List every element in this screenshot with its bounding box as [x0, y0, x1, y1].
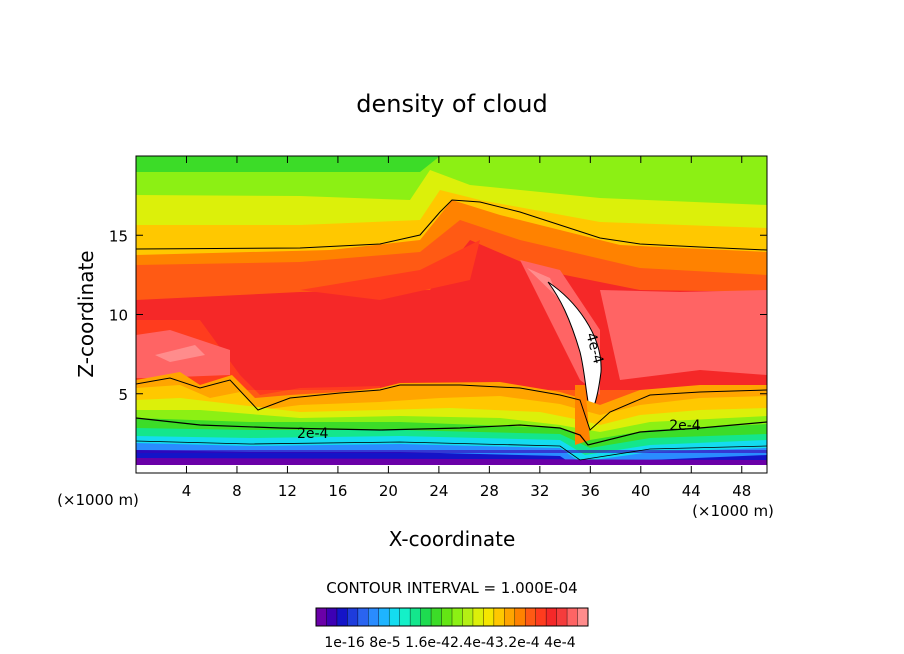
colorbar-swatch — [378, 608, 390, 626]
colorbar-swatch — [556, 608, 568, 626]
x-tick-label: 32 — [530, 482, 549, 500]
x-axis-ticks: 4 8 12 16 20 24 28 32 36 40 44 48 — [182, 156, 751, 500]
colorbar-swatch — [441, 608, 453, 626]
contour-line-upper — [136, 199, 767, 251]
x-tick-label: 8 — [232, 482, 242, 500]
contour-line-2e-4 — [136, 417, 767, 446]
contour-field — [136, 156, 767, 473]
x-unit-left: (×1000 m) — [57, 491, 139, 509]
colorbar-swatch — [347, 608, 359, 626]
colorbar-swatch — [420, 608, 432, 626]
noise-band — [136, 450, 767, 453]
chart-title: density of cloud — [356, 90, 547, 118]
light-pink-left — [155, 345, 205, 362]
colorbar-swatch — [546, 608, 557, 626]
colorbar-labels: 1e-16 8e-5 1.6e-42.4e-43.2e-4 4e-4 — [324, 635, 575, 651]
colorbar-swatch — [336, 608, 348, 626]
colorbar-swatch — [525, 608, 536, 626]
light-pink-wedge — [527, 268, 560, 300]
contour-line-low — [136, 440, 767, 461]
x-tick-label: 44 — [682, 482, 701, 500]
colorbar-swatch — [462, 608, 474, 626]
colorbar-swatch — [567, 608, 578, 626]
contour-label: 2e-4 — [669, 418, 701, 434]
contour-interval-text: CONTOUR INTERVAL = 1.000E-04 — [326, 579, 577, 597]
y-tick-label: 5 — [118, 386, 128, 404]
x-tick-label: 36 — [581, 482, 600, 500]
lower-orange-left — [136, 320, 380, 395]
colorbar-swatch — [368, 608, 380, 626]
colorbar-swatch — [514, 608, 526, 626]
colorbar-swatch — [535, 608, 547, 626]
x-tick-label: 28 — [480, 482, 499, 500]
x-tick-label: 48 — [732, 482, 751, 500]
colorbar-swatch — [577, 608, 589, 626]
colorbar — [315, 607, 589, 627]
colorbar-swatch — [389, 608, 400, 626]
colorbar-swatch — [493, 608, 505, 626]
band-red — [136, 240, 767, 390]
colorbar-swatch — [410, 608, 421, 626]
colorbar-swatch — [357, 608, 369, 626]
x-tick-label: 12 — [278, 482, 297, 500]
contour-label: 4e-4 — [582, 331, 606, 366]
y-axis-ticks: 5 10 15 — [109, 227, 767, 404]
pink-wedge — [520, 260, 600, 395]
y-axis-label: Z-coordinate — [74, 250, 98, 377]
x-tick-label: 16 — [328, 482, 347, 500]
colorbar-swatch — [399, 608, 411, 626]
colorbar-swatch — [326, 608, 338, 626]
colorbar-swatch — [431, 608, 442, 626]
x-tick-label: 24 — [429, 482, 448, 500]
colorbar-swatch — [316, 608, 327, 626]
contour-labels: 2e-4 2e-4 4e-4 — [297, 331, 701, 442]
x-axis-label: X-coordinate — [389, 527, 516, 551]
x-tick-label: 20 — [379, 482, 398, 500]
x-tick-label: 4 — [182, 482, 192, 500]
streak-orange — [300, 240, 480, 300]
colorbar-swatch — [504, 608, 516, 626]
ground-gap — [136, 465, 767, 473]
contour-line-mid — [136, 377, 767, 431]
pink-patch-right — [600, 290, 767, 380]
y-tick-label: 10 — [109, 307, 128, 325]
x-tick-label: 40 — [631, 482, 650, 500]
contour-label: 2e-4 — [297, 426, 329, 442]
y-tick-label: 15 — [109, 227, 128, 245]
colorbar-swatch — [483, 608, 495, 626]
x-unit-right: (×1000 m) — [692, 502, 774, 520]
colorbar-swatch — [472, 608, 484, 626]
colorbar-swatch — [452, 608, 463, 626]
